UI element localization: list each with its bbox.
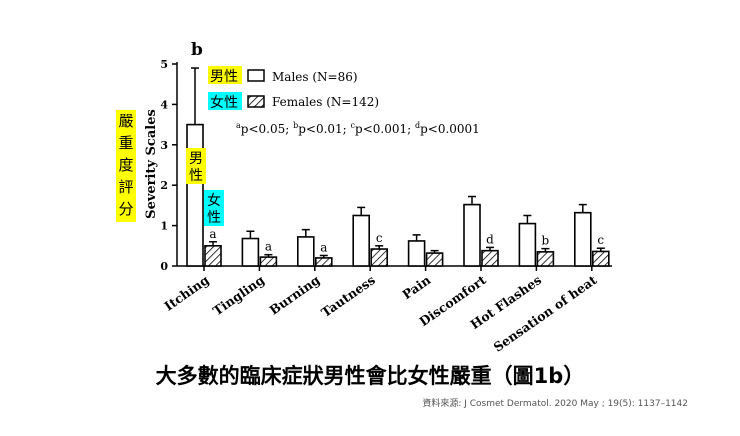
footnote-text-a: p<0.05; (241, 122, 293, 136)
female-bar (314, 257, 333, 267)
significance-footnote: ap<0.05; bp<0.01; cp<0.001; dp<0.0001 (236, 121, 480, 136)
source-citation: 資料來源: J Cosmet Dermatol. 2020 May ; 19(5… (422, 399, 688, 409)
x-tick-label: Sensation of heat (491, 272, 600, 355)
significance-letter: c (597, 233, 604, 247)
male-bar (186, 123, 204, 267)
y-tick-label: 5 (160, 58, 168, 71)
x-tick-label: Burning (266, 272, 322, 318)
legend-female-swatch (247, 95, 265, 108)
female-bar (370, 248, 389, 267)
legend-male-label: Males (N=86) (272, 70, 358, 84)
male-bar-cn-char: 男 (189, 151, 203, 167)
y-axis-title: Severity Scales (144, 109, 159, 219)
male-bar (241, 237, 260, 267)
yaxis-cn-char: 重 (118, 134, 133, 152)
significance-letter: b (542, 234, 550, 248)
y-tick-label: 4 (160, 98, 168, 111)
footnote-mark-b: b (293, 121, 298, 130)
panel-label: b (191, 40, 203, 60)
footnote-text-c: p<0.001; (355, 122, 415, 136)
female-bar (481, 249, 499, 267)
y-tick-label: 3 (160, 139, 168, 152)
y-tick-label: 0 (160, 260, 168, 273)
male-bar (463, 203, 481, 267)
footnote-mark-d: d (415, 121, 420, 130)
significance-letter: a (209, 227, 216, 241)
legend: 男性 Males (N=86) 女性 Females (N=142) (208, 66, 379, 111)
female-bar-cn-highlight (204, 190, 224, 226)
x-tick-label: Itching (161, 272, 212, 314)
yaxis-cn-char: 評 (118, 178, 133, 196)
footnote-mark-c: c (351, 121, 356, 130)
male-bar (518, 222, 537, 267)
x-tick-label: Tautness (318, 272, 378, 320)
male-bar (296, 236, 315, 267)
legend-female-label: Females (N=142) (272, 95, 379, 109)
male-bar-cn-highlight (186, 148, 206, 184)
x-tick-label: Pain (399, 272, 433, 302)
female-bar (536, 251, 555, 267)
female-bar (591, 250, 610, 267)
significance-letter: a (265, 240, 272, 254)
female-bar (425, 252, 444, 267)
y-tick-label: 2 (160, 179, 168, 192)
yaxis-cn-char: 度 (118, 156, 133, 174)
yaxis-cn-char: 嚴 (118, 112, 133, 130)
female-cn-label: 女性 (210, 94, 238, 111)
y-tick-label: 1 (160, 220, 168, 233)
male-cn-highlight (208, 66, 242, 84)
male-bar (352, 214, 371, 267)
female-cn-highlight (208, 92, 242, 110)
yaxis-cn-label: 嚴 重 度 評 分 (118, 112, 133, 218)
male-cn-label: 男性 (210, 69, 238, 85)
male-bar (407, 240, 426, 267)
legend-male-swatch (247, 69, 265, 82)
female-bar (259, 256, 278, 267)
x-tick-label: Tingling (210, 272, 267, 318)
male-bar (573, 211, 592, 267)
female-bar-cn-char: 性 (207, 210, 221, 226)
footnote-mark-a: a (236, 121, 241, 130)
significance-letter: a (320, 240, 327, 254)
female-bar (204, 245, 222, 267)
significance-letter: c (376, 231, 383, 245)
yaxis-cn-char: 分 (118, 200, 133, 218)
footnote-text-b: p<0.01; (298, 122, 350, 136)
yaxis-cn-highlight (116, 110, 136, 222)
female-bar-cn-char: 女 (207, 192, 221, 209)
figure-caption: 大多數的臨床症狀男性會比女性嚴重（圖1b） (155, 364, 585, 388)
male-bar-cn-char: 性 (189, 168, 203, 184)
significance-letter: d (486, 232, 494, 246)
footnote-text-d: p<0.0001 (420, 122, 480, 136)
